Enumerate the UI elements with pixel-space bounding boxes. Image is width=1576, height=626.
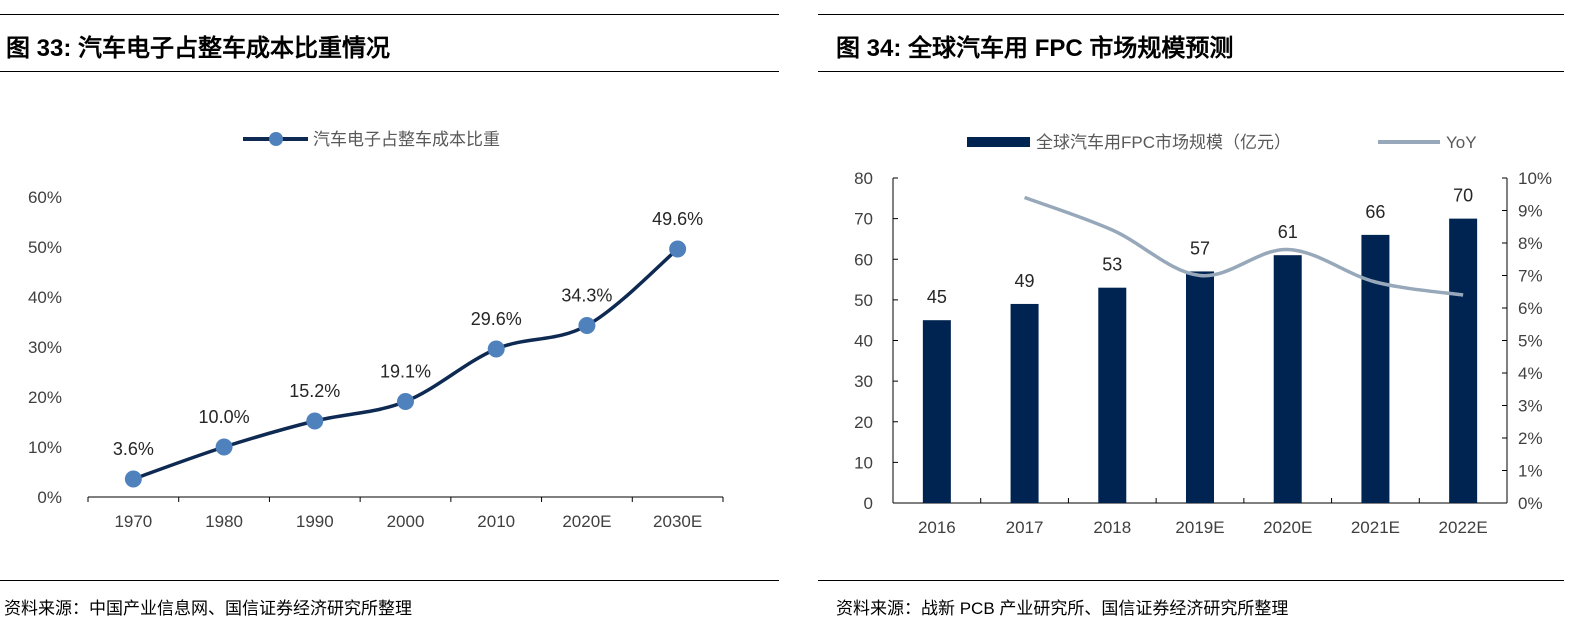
- x-tick-label: 2022E: [1439, 518, 1488, 537]
- right-y-tick-label: 3%: [1518, 397, 1543, 416]
- data-label: 19.1%: [380, 362, 431, 382]
- y-tick-label: 30%: [28, 338, 62, 357]
- bar-data-label: 57: [1190, 238, 1210, 258]
- legend-bar-label: 全球汽车用FPC市场规模（亿元）: [1036, 133, 1291, 152]
- data-label: 49.6%: [652, 209, 703, 229]
- left-y-tick-label: 60: [854, 250, 873, 269]
- figure-33-source: 资料来源：中国产业信息网、国信证券经济研究所整理: [4, 599, 412, 618]
- x-tick-label: 2018: [1093, 518, 1131, 537]
- right-y-tick-label: 8%: [1518, 234, 1543, 253]
- data-label: 15.2%: [289, 381, 340, 401]
- bar: [1449, 218, 1478, 503]
- data-point: [124, 470, 142, 488]
- x-tick-label: 1970: [114, 512, 152, 531]
- bar: [1273, 255, 1302, 503]
- left-y-tick-label: 80: [854, 169, 873, 188]
- bar-data-label: 45: [927, 287, 947, 307]
- bar-data-label: 61: [1278, 222, 1298, 242]
- x-tick-label: 2020E: [1263, 518, 1312, 537]
- data-label: 3.6%: [113, 439, 154, 459]
- header-rule-right-top: [818, 14, 1564, 15]
- yoy-line: [1023, 195, 1464, 297]
- left-y-tick-label: 70: [854, 210, 873, 229]
- y-tick-label: 60%: [28, 188, 62, 207]
- left-y-tick-label: 30: [854, 372, 873, 391]
- right-y-tick-label: 6%: [1518, 299, 1543, 318]
- legend-marker: [269, 132, 283, 146]
- data-point: [306, 412, 324, 430]
- data-label: 34.3%: [561, 286, 612, 306]
- y-tick-label: 0%: [37, 488, 62, 507]
- legend-bar-swatch: [967, 137, 1030, 147]
- right-y-tick-label: 9%: [1518, 202, 1543, 221]
- y-tick-label: 10%: [28, 438, 62, 457]
- bar: [1010, 303, 1039, 503]
- bar-data-label: 70: [1453, 186, 1473, 206]
- x-tick-label: 2020E: [562, 512, 611, 531]
- header-rule-left-bottom: [0, 71, 779, 72]
- figure-34-source: 资料来源：战新 PCB 产业研究所、国信证券经济研究所整理: [836, 599, 1289, 618]
- header-rule-right-bottom: [818, 71, 1564, 72]
- data-point: [397, 393, 414, 410]
- legend-line-label: YoY: [1446, 133, 1477, 152]
- x-tick-label: 2021E: [1351, 518, 1400, 537]
- y-tick-label: 20%: [28, 388, 62, 407]
- data-point: [215, 438, 233, 456]
- bar-data-label: 49: [1015, 271, 1035, 291]
- x-tick-label: 2017: [1006, 518, 1044, 537]
- footer-rule-right: [818, 580, 1564, 581]
- x-tick-label: 1980: [205, 512, 243, 531]
- bar-data-label: 66: [1365, 202, 1385, 222]
- figure-34-title: 图 34: 全球汽车用 FPC 市场规模预测: [836, 35, 1234, 62]
- data-point: [578, 317, 596, 334]
- data-point: [487, 340, 505, 358]
- left-y-tick-label: 40: [854, 332, 873, 351]
- y-tick-label: 40%: [28, 288, 62, 307]
- x-tick-label: 2016: [918, 518, 956, 537]
- x-tick-label: 1990: [296, 512, 334, 531]
- x-tick-label: 2000: [387, 512, 425, 531]
- data-label: 29.6%: [471, 309, 522, 329]
- bar: [922, 320, 951, 503]
- left-y-tick-label: 0: [864, 494, 873, 513]
- right-y-tick-label: 4%: [1518, 364, 1543, 383]
- data-point: [669, 240, 687, 258]
- footer-rule-left: [0, 580, 779, 581]
- bar: [1361, 234, 1390, 503]
- y-tick-label: 50%: [28, 238, 62, 257]
- right-y-tick-label: 7%: [1518, 267, 1543, 286]
- right-y-tick-label: 1%: [1518, 462, 1543, 481]
- legend-label: 汽车电子占整车成本比重: [313, 130, 500, 149]
- left-y-tick-label: 20: [854, 413, 873, 432]
- right-y-tick-label: 10%: [1518, 169, 1552, 188]
- left-y-tick-label: 10: [854, 453, 873, 472]
- x-tick-label: 2019E: [1175, 518, 1224, 537]
- bar: [1098, 287, 1127, 503]
- bar-data-label: 53: [1102, 255, 1122, 275]
- right-y-tick-label: 5%: [1518, 332, 1543, 351]
- header-rule-left-top: [0, 14, 779, 15]
- right-y-tick-label: 2%: [1518, 429, 1543, 448]
- bar: [1186, 271, 1214, 503]
- figure-33-title: 图 33: 汽车电子占整车成本比重情况: [6, 35, 391, 62]
- data-label: 10.0%: [199, 407, 250, 427]
- x-tick-label: 2010: [477, 512, 515, 531]
- right-y-tick-label: 0%: [1518, 494, 1543, 513]
- x-tick-label: 2030E: [653, 512, 702, 531]
- left-y-tick-label: 50: [854, 291, 873, 310]
